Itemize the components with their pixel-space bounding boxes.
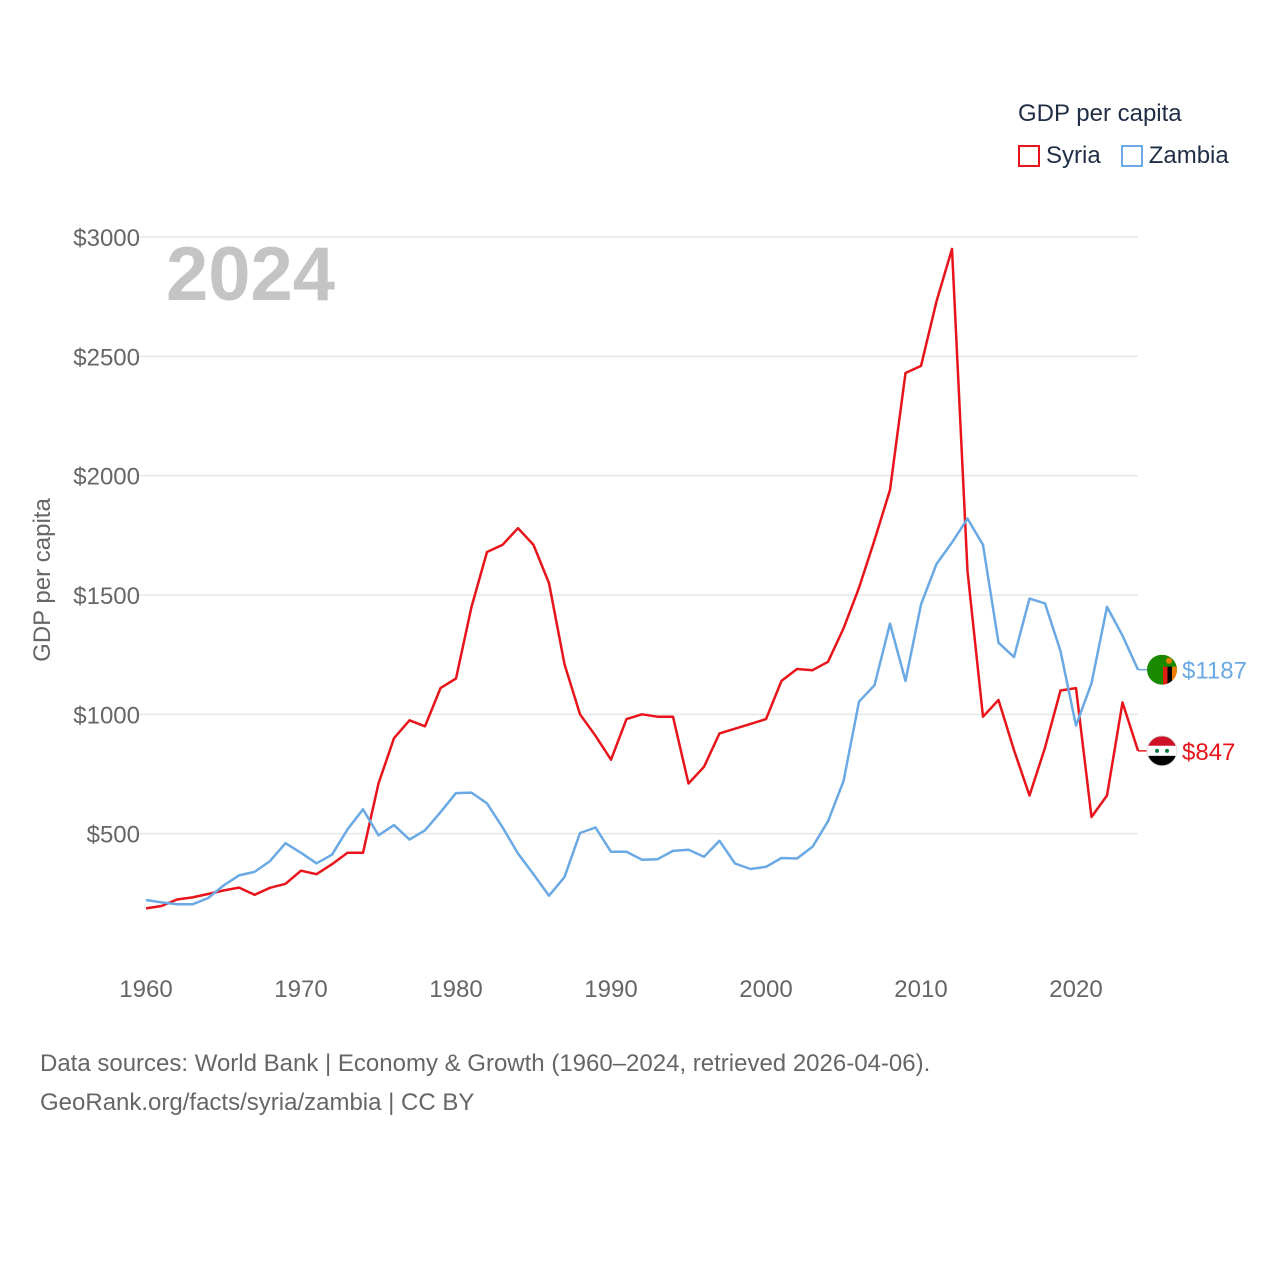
end-value-label-zambia: $1187	[1182, 658, 1247, 685]
legend: Syria Zambia	[1018, 142, 1229, 170]
series-lines	[145, 247, 1140, 910]
legend-label-zambia: Zambia	[1148, 142, 1229, 169]
zambia-flag-eagle	[1166, 657, 1172, 664]
y-tick-label: $1500	[73, 583, 140, 610]
x-tick-label: 1970	[274, 976, 327, 1003]
syria-flag-star-left	[1155, 748, 1159, 753]
y-tick-label: $2500	[73, 344, 140, 371]
legend-swatch-zambia	[1120, 145, 1143, 167]
legend-swatch-syria	[1018, 145, 1040, 167]
x-tick-label: 2020	[1049, 976, 1102, 1003]
syria-flag-stripe-black	[1147, 755, 1177, 766]
series-end-markers: $1187 $847	[1138, 654, 1247, 767]
syria-flag-stripe-red	[1147, 735, 1177, 746]
x-axis-ticks: 1960 1970 1980 1990 2000 2010 2020	[119, 976, 1102, 1003]
zambia-flag-stripe-orange	[1172, 666, 1177, 685]
y-tick-label: $2000	[73, 464, 140, 491]
legend-title: GDP per capita	[1018, 100, 1182, 127]
legend-item-zambia[interactable]: Zambia	[1120, 142, 1229, 170]
zambia-flag-icon	[1147, 654, 1177, 685]
x-tick-label: 1980	[429, 976, 482, 1003]
syria-flag-icon	[1146, 735, 1178, 767]
legend-label-syria: Syria	[1046, 142, 1101, 169]
footer-sources: Data sources: World Bank | Economy & Gro…	[40, 1050, 931, 1077]
end-value-label-syria: $847	[1182, 739, 1235, 766]
legend-item-syria[interactable]: Syria	[1018, 142, 1101, 170]
syria-flag-stripe-white	[1147, 745, 1177, 756]
syria-flag-body	[1147, 735, 1177, 766]
zambia-flag-stripe-red	[1163, 666, 1168, 685]
footer-link[interactable]: GeoRank.org/facts/syria/zambia | CC BY	[40, 1089, 475, 1116]
x-tick-label: 2000	[739, 976, 792, 1003]
year-label: 2024	[166, 232, 335, 317]
y-axis-label: GDP per capita	[29, 498, 56, 662]
zambia-flag-stripe-black	[1167, 666, 1172, 685]
x-tick-label: 1960	[119, 976, 172, 1003]
series-line-syria	[145, 247, 1140, 910]
zambia-flag-body	[1147, 654, 1177, 685]
x-tick-label: 2010	[894, 976, 947, 1003]
syria-flag-outline	[1146, 735, 1178, 767]
series-line-zambia	[145, 517, 1140, 906]
y-tick-label: $3000	[73, 225, 140, 252]
y-tick-label: $1000	[73, 702, 140, 729]
footer: Data sources: World Bank | Economy & Gro…	[40, 1044, 930, 1122]
y-tick-label: $500	[87, 822, 140, 849]
x-tick-label: 1990	[584, 976, 637, 1003]
y-axis-ticks: $500 $1000 $1500 $2000 $2500 $3000	[73, 225, 140, 849]
syria-flag-star-right	[1165, 748, 1169, 753]
grid-lines	[138, 236, 1138, 835]
